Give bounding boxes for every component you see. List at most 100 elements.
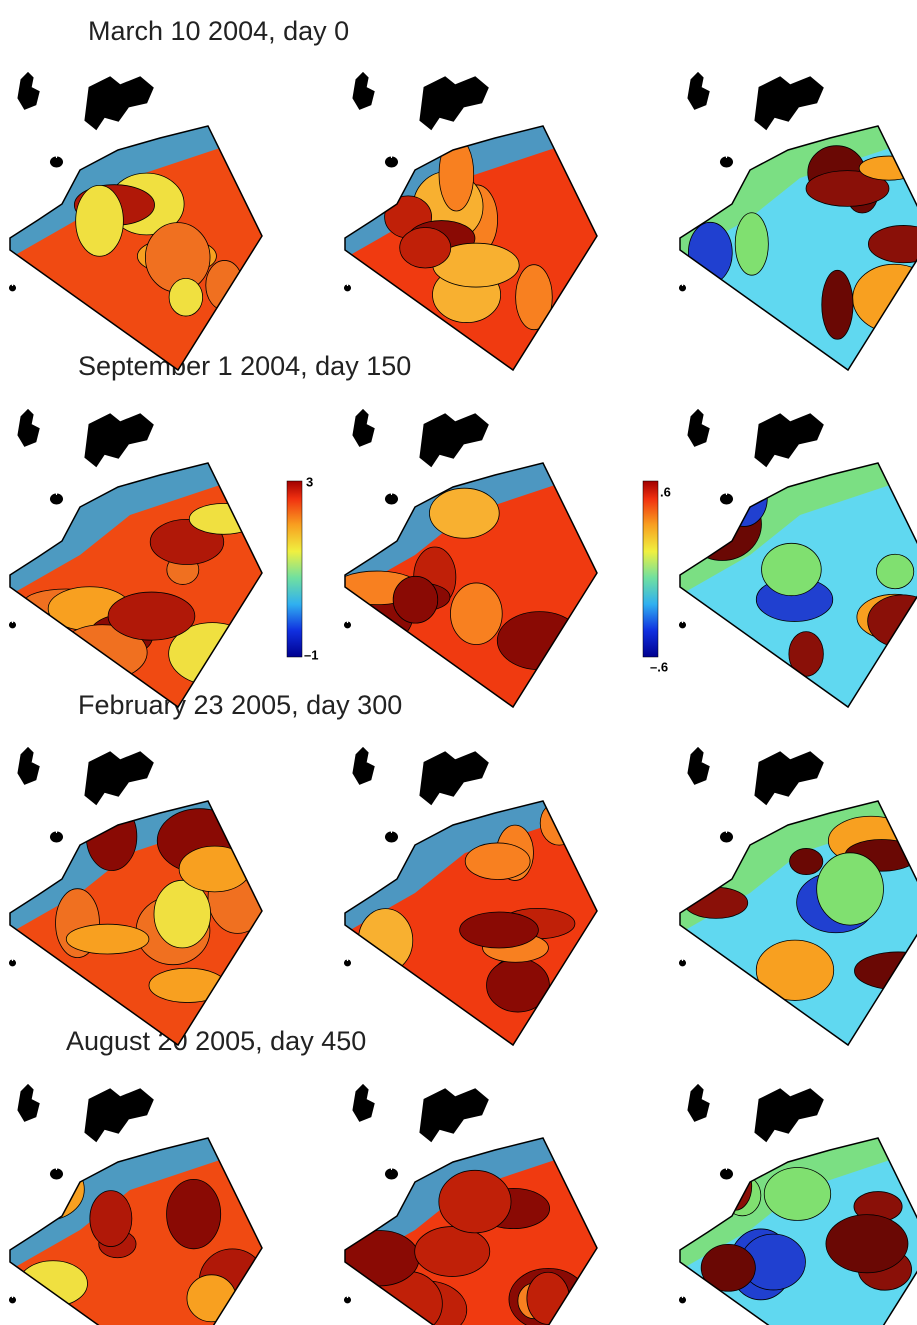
coastline bbox=[344, 71, 489, 292]
contour-blob bbox=[75, 185, 124, 257]
contour-blob bbox=[178, 845, 251, 893]
contour-blob bbox=[821, 269, 854, 340]
contour-field bbox=[345, 463, 597, 707]
contour-blob bbox=[186, 1274, 237, 1323]
domain-outline bbox=[344, 1137, 598, 1325]
coastline bbox=[679, 1083, 824, 1304]
map-panel bbox=[9, 71, 263, 372]
coastline bbox=[9, 71, 154, 292]
contour-blob bbox=[168, 277, 204, 317]
contour-blob bbox=[788, 631, 824, 677]
map-panel bbox=[9, 746, 263, 1047]
contour-blob bbox=[166, 1178, 222, 1250]
coastline bbox=[9, 408, 154, 629]
colorbar-min: –.6 bbox=[650, 659, 668, 674]
domain-outline bbox=[9, 800, 263, 1047]
contour-blob bbox=[816, 852, 884, 926]
contour-blob bbox=[18, 1260, 88, 1307]
contour-blob bbox=[526, 1271, 570, 1325]
contour-blob bbox=[734, 212, 769, 276]
contour-blob bbox=[188, 503, 259, 535]
map-panel bbox=[679, 408, 917, 709]
contour-blob bbox=[464, 842, 531, 880]
contour-blob bbox=[876, 553, 915, 590]
domain-outline bbox=[9, 1137, 263, 1325]
colorbar-max: 3 bbox=[306, 474, 313, 489]
map-panel bbox=[344, 1083, 598, 1325]
coastal-band bbox=[345, 801, 555, 933]
contour-blob bbox=[399, 227, 452, 269]
colorbar bbox=[642, 480, 659, 658]
coastline bbox=[679, 746, 824, 967]
contour-field bbox=[10, 463, 262, 707]
map-panel bbox=[344, 71, 598, 372]
contour-blob bbox=[450, 582, 503, 645]
contour-blob bbox=[392, 575, 439, 624]
map-panel bbox=[344, 408, 598, 709]
contour-blob bbox=[65, 923, 150, 955]
domain-outline bbox=[679, 125, 917, 372]
contour-blob bbox=[515, 264, 553, 331]
contour-blob bbox=[763, 1167, 832, 1221]
colorbar bbox=[286, 480, 303, 658]
contour-blob bbox=[85, 802, 138, 871]
contour-blob bbox=[438, 1169, 512, 1234]
contour-blob bbox=[107, 591, 196, 641]
map-panel bbox=[679, 1083, 917, 1325]
coastline bbox=[344, 746, 489, 967]
contour-blob bbox=[15, 286, 65, 323]
contour-blob bbox=[429, 487, 500, 539]
contour-blob bbox=[414, 1226, 491, 1277]
contour-field bbox=[680, 463, 917, 707]
row-title: August 20 2005, day 450 bbox=[66, 1026, 366, 1056]
domain-outline bbox=[679, 800, 917, 1047]
contour-blob bbox=[10, 1158, 85, 1221]
contour-field bbox=[10, 1138, 262, 1325]
contour-blob bbox=[89, 1190, 133, 1247]
coastal-band bbox=[10, 463, 220, 595]
contour-blob bbox=[858, 155, 917, 181]
domain-outline bbox=[679, 1137, 917, 1325]
coastline bbox=[9, 746, 154, 967]
domain-outline bbox=[9, 125, 263, 372]
contour-blob bbox=[789, 848, 824, 876]
contour-blob bbox=[496, 611, 583, 671]
contour-field bbox=[10, 801, 262, 1045]
map-panel bbox=[344, 746, 598, 1047]
contour-blob bbox=[805, 170, 890, 207]
row-title: March 10 2004, day 0 bbox=[88, 16, 349, 46]
contour-field bbox=[345, 1138, 597, 1325]
contour-blob bbox=[20, 1300, 64, 1325]
contour-blob bbox=[153, 879, 211, 949]
row-title: September 1 2004, day 150 bbox=[78, 351, 411, 381]
domain-outline bbox=[9, 462, 263, 709]
coastal-band bbox=[680, 463, 890, 595]
map-panel bbox=[679, 746, 917, 1047]
coastline bbox=[679, 408, 824, 629]
contour-blob bbox=[683, 886, 749, 919]
map-panel bbox=[9, 408, 263, 709]
domain-outline bbox=[344, 800, 598, 1047]
contour-field bbox=[10, 126, 262, 370]
contour-blob bbox=[205, 260, 244, 311]
coastline bbox=[344, 1083, 489, 1304]
contour-blob bbox=[459, 911, 539, 949]
coastline bbox=[679, 71, 824, 292]
colorbar-max: .6 bbox=[660, 484, 671, 499]
contour-blob bbox=[867, 225, 917, 264]
domain-outline bbox=[679, 462, 917, 709]
contour-field bbox=[345, 126, 597, 370]
row-title: February 23 2005, day 300 bbox=[78, 690, 402, 720]
contour-field bbox=[680, 801, 917, 1045]
coastline bbox=[9, 1083, 154, 1304]
contour-blob bbox=[486, 958, 550, 1013]
coastline bbox=[344, 408, 489, 629]
colorbar-min: –1 bbox=[304, 647, 318, 662]
contour-blob bbox=[700, 1243, 756, 1292]
map-panel bbox=[679, 71, 917, 372]
contour-blob bbox=[687, 221, 733, 284]
contour-field bbox=[345, 801, 597, 1045]
map-panel bbox=[9, 1083, 263, 1325]
contour-field bbox=[680, 1138, 917, 1325]
